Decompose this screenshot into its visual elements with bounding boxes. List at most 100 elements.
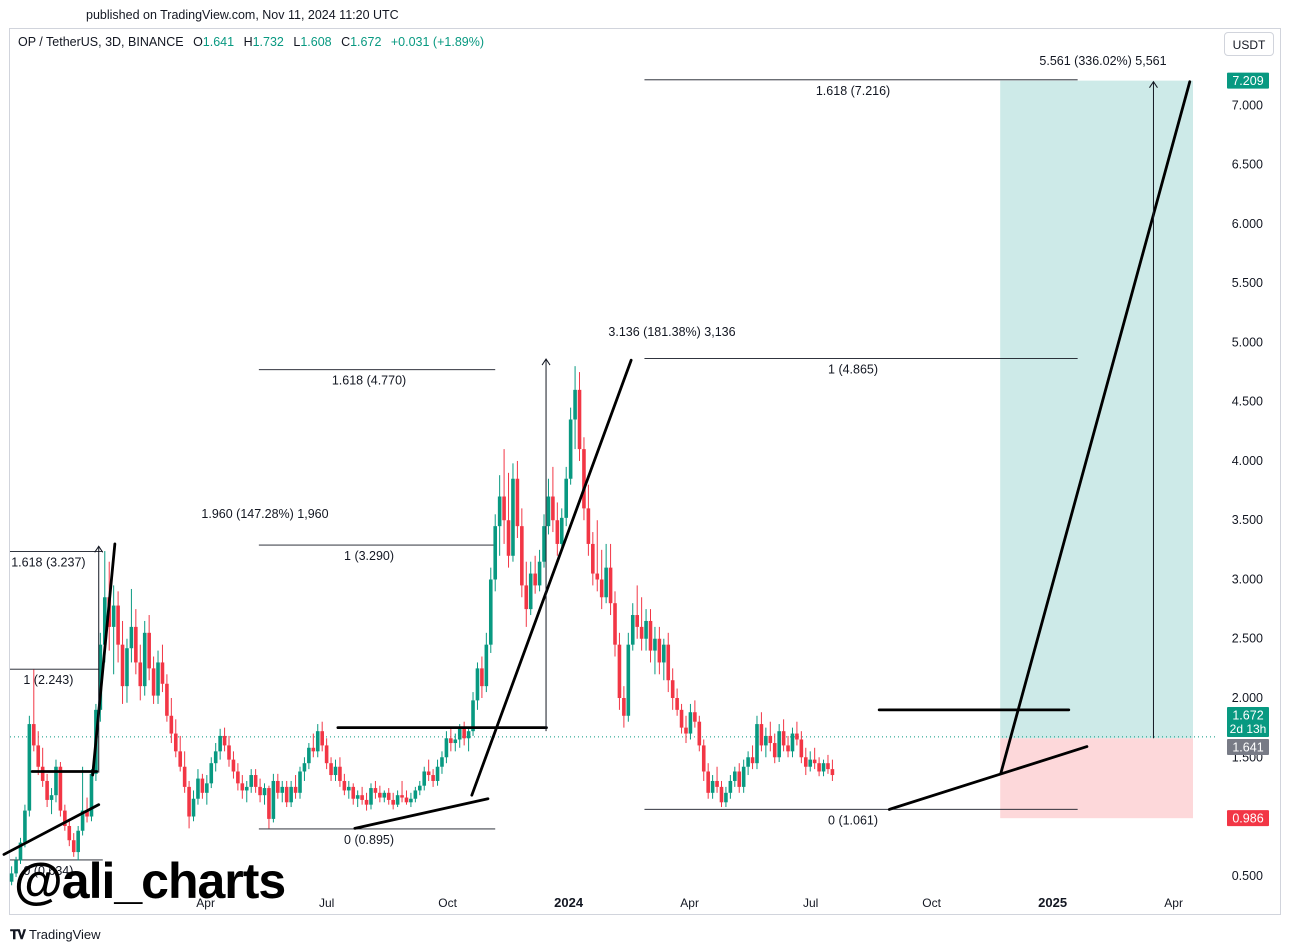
candle-body — [9, 873, 14, 882]
candle-body — [213, 751, 218, 764]
candle-body — [151, 668, 156, 696]
candle-body — [573, 389, 577, 420]
chart-frame[interactable] — [9, 28, 1281, 915]
price-tag-label: 1.641 — [1232, 741, 1263, 755]
candle-body — [493, 526, 498, 580]
candle-body — [511, 478, 515, 556]
candle-body — [165, 683, 169, 716]
measure-arrowhead — [541, 358, 551, 366]
candle-body — [422, 771, 427, 786]
x-tick-label: 2025 — [1038, 895, 1067, 910]
candle-body — [613, 603, 617, 645]
published-timestamp: published on TradingView.com, Nov 11, 20… — [86, 8, 399, 22]
candle-body — [622, 698, 626, 716]
candle-body — [169, 715, 174, 734]
candle-body — [440, 757, 444, 767]
candle-body — [591, 543, 595, 574]
candle-body — [284, 786, 289, 803]
price-tag — [1227, 810, 1269, 827]
footer-branding: 𝐓𝐕 TradingView — [10, 927, 101, 943]
candle-body — [679, 709, 684, 728]
candle-body — [706, 771, 710, 793]
candle-body — [568, 419, 573, 479]
candle-body — [684, 727, 688, 734]
price-tag — [1227, 72, 1269, 89]
trend-line[interactable] — [2, 803, 101, 856]
candle-body — [617, 644, 622, 698]
candle-body — [542, 526, 546, 562]
candle-body — [54, 766, 58, 796]
candle-body — [36, 745, 41, 767]
high-label: H — [243, 35, 253, 49]
candle-body — [347, 786, 351, 791]
candle-body — [102, 597, 107, 645]
candle-body — [790, 733, 795, 752]
candle-body — [134, 626, 138, 663]
candle-body — [520, 526, 524, 586]
candle-body — [14, 860, 18, 874]
candle-body — [98, 644, 103, 710]
candle-body — [120, 644, 125, 687]
price-tag — [1227, 707, 1269, 737]
candle-body — [630, 615, 635, 645]
candle-body — [555, 520, 560, 544]
price-tag-label: 1.672 — [1232, 709, 1263, 723]
candle-body — [506, 520, 511, 556]
candle-body — [497, 496, 502, 527]
candle-body — [200, 778, 205, 793]
candle-body — [289, 786, 293, 803]
fib-level-label: 1.618 (7.216) — [816, 84, 890, 98]
candle-body — [293, 786, 298, 793]
measure-arrowhead — [1149, 80, 1158, 88]
candle-body — [670, 680, 675, 698]
candle-body — [781, 731, 786, 746]
y-tick-label: 7.000 — [1232, 98, 1263, 112]
candle-body — [528, 573, 533, 610]
measure-label: 3.136 (181.38%) 3,136 — [608, 325, 735, 339]
candle-body — [595, 573, 600, 580]
price-tag — [1227, 739, 1269, 755]
candle-body — [209, 763, 214, 784]
candle-body — [276, 780, 280, 793]
y-tick-label: 6.500 — [1232, 158, 1263, 172]
trend-line[interactable] — [887, 745, 1089, 811]
candle-body — [417, 785, 422, 791]
candle-body — [693, 712, 697, 722]
trend-line[interactable] — [470, 358, 633, 797]
candle-body — [457, 727, 462, 740]
x-tick-label: Oct — [438, 896, 457, 910]
candle-body — [435, 766, 440, 781]
candle-body — [577, 389, 582, 450]
candle-body — [173, 733, 178, 752]
candle-body — [240, 783, 245, 791]
candle-body — [546, 496, 551, 527]
candle-body — [697, 721, 702, 746]
candle-body — [475, 668, 480, 701]
candle-body — [382, 792, 387, 798]
candle-body — [564, 478, 569, 518]
candle-body — [307, 747, 311, 764]
candle-body — [719, 786, 724, 803]
trend-line[interactable] — [999, 80, 1192, 775]
candle-body — [826, 763, 830, 770]
candle-body — [253, 775, 258, 787]
y-tick-label: 3.000 — [1232, 572, 1263, 586]
trend-line[interactable] — [91, 542, 117, 777]
candle-body — [271, 780, 276, 819]
currency-button[interactable]: USDT — [1224, 32, 1274, 56]
candle-body — [795, 733, 799, 740]
candle-body — [537, 561, 542, 586]
candle-body — [338, 766, 342, 781]
candle-body — [453, 739, 458, 744]
candle-body — [298, 771, 302, 793]
candle-body — [431, 775, 435, 781]
symbol-name[interactable]: OP / TetherUS, 3D, BINANCE — [18, 35, 184, 49]
candle-body — [533, 573, 537, 586]
trend-line[interactable] — [353, 797, 490, 830]
candle-body — [768, 735, 773, 744]
price-tag-countdown: 2d 13h — [1230, 722, 1267, 736]
candle-body — [764, 735, 768, 746]
candle-body — [40, 766, 45, 781]
measure-label: 1.960 (147.28%) 1,960 — [201, 507, 328, 521]
